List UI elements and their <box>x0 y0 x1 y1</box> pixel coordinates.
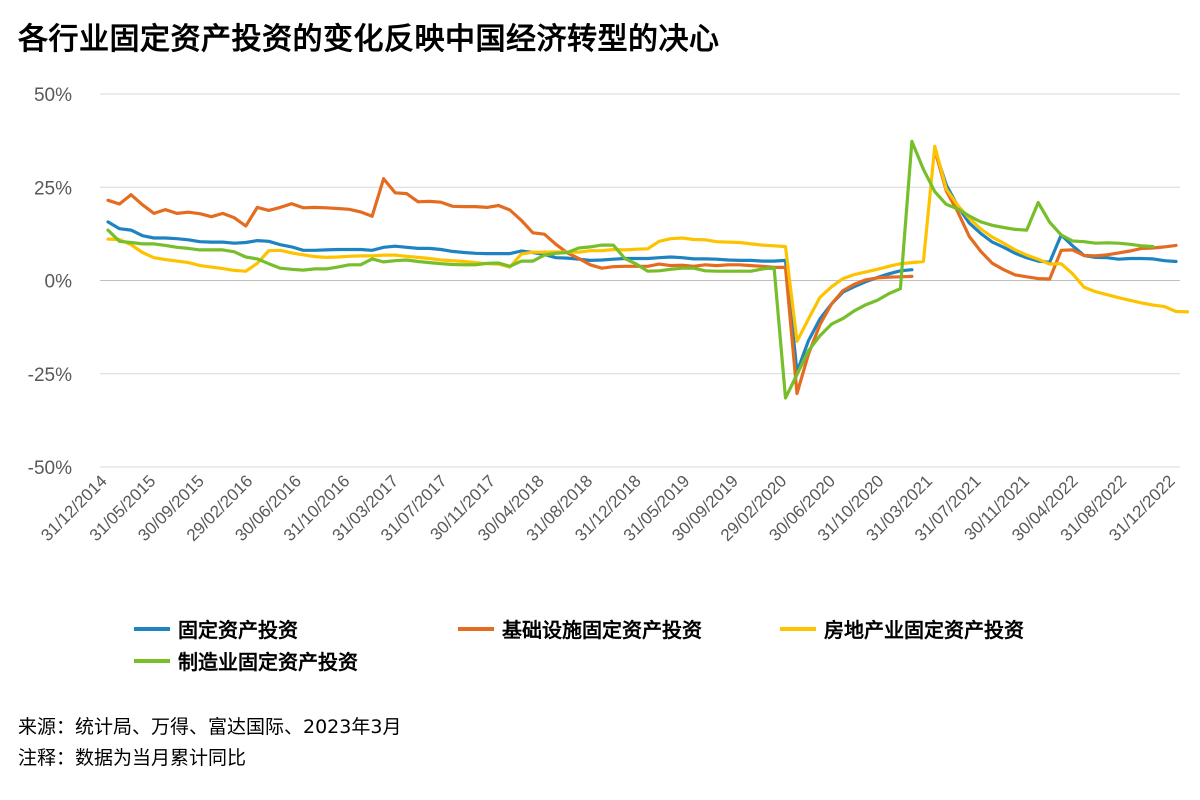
legend-swatch <box>458 626 494 631</box>
series-line-3 <box>106 139 1155 400</box>
y-tick-label: 0% <box>45 272 73 293</box>
y-tick-label: -50% <box>28 458 72 479</box>
y-tick-label: 25% <box>34 178 72 199</box>
legend-swatch <box>134 626 170 631</box>
x-axis-ticks: 31/12/201431/05/201530/09/201529/02/2016… <box>37 471 1179 545</box>
series-lines <box>106 139 1190 400</box>
legend-item-manufacturing-investment: 制造业固定资产投资 <box>134 646 358 675</box>
legend-label: 固定资产投资 <box>178 618 298 642</box>
footnotes: 来源：统计局、万得、富达国际、2023年3月 注释：数据为当月累计同比 <box>18 712 401 774</box>
series-line-2 <box>106 144 1190 343</box>
chart-title: 各行业固定资产投资的变化反映中国经济转型的决心 <box>18 22 720 57</box>
legend-swatch <box>134 658 170 663</box>
legend-swatch <box>780 626 816 631</box>
series-line-1 <box>106 148 1178 396</box>
gridlines <box>100 93 1180 468</box>
legend-label: 房地产业固定资产投资 <box>824 618 1024 642</box>
legend-item-real-estate-investment: 房地产业固定资产投资 <box>780 614 1024 643</box>
y-tick-label: 50% <box>34 85 72 106</box>
line-chart: 50% 25% 0% -25% -50% 31/12/201431/05/201530/… <box>28 85 1190 545</box>
legend-item-infrastructure-investment: 基础设施固定资产投资 <box>458 614 702 643</box>
legend-label: 制造业固定资产投资 <box>178 650 358 674</box>
data-note: 注释：数据为当月累计同比 <box>18 747 247 769</box>
legend-label: 基础设施固定资产投资 <box>502 618 702 642</box>
legend-item-fixed-asset-investment: 固定资产投资 <box>134 614 298 643</box>
source-note: 来源：统计局、万得、富达国际、2023年3月 <box>18 716 402 738</box>
y-tick-label: -25% <box>28 365 72 386</box>
y-axis-ticks: 50% 25% 0% -25% -50% <box>28 85 72 479</box>
series-line-0 <box>106 148 1178 374</box>
